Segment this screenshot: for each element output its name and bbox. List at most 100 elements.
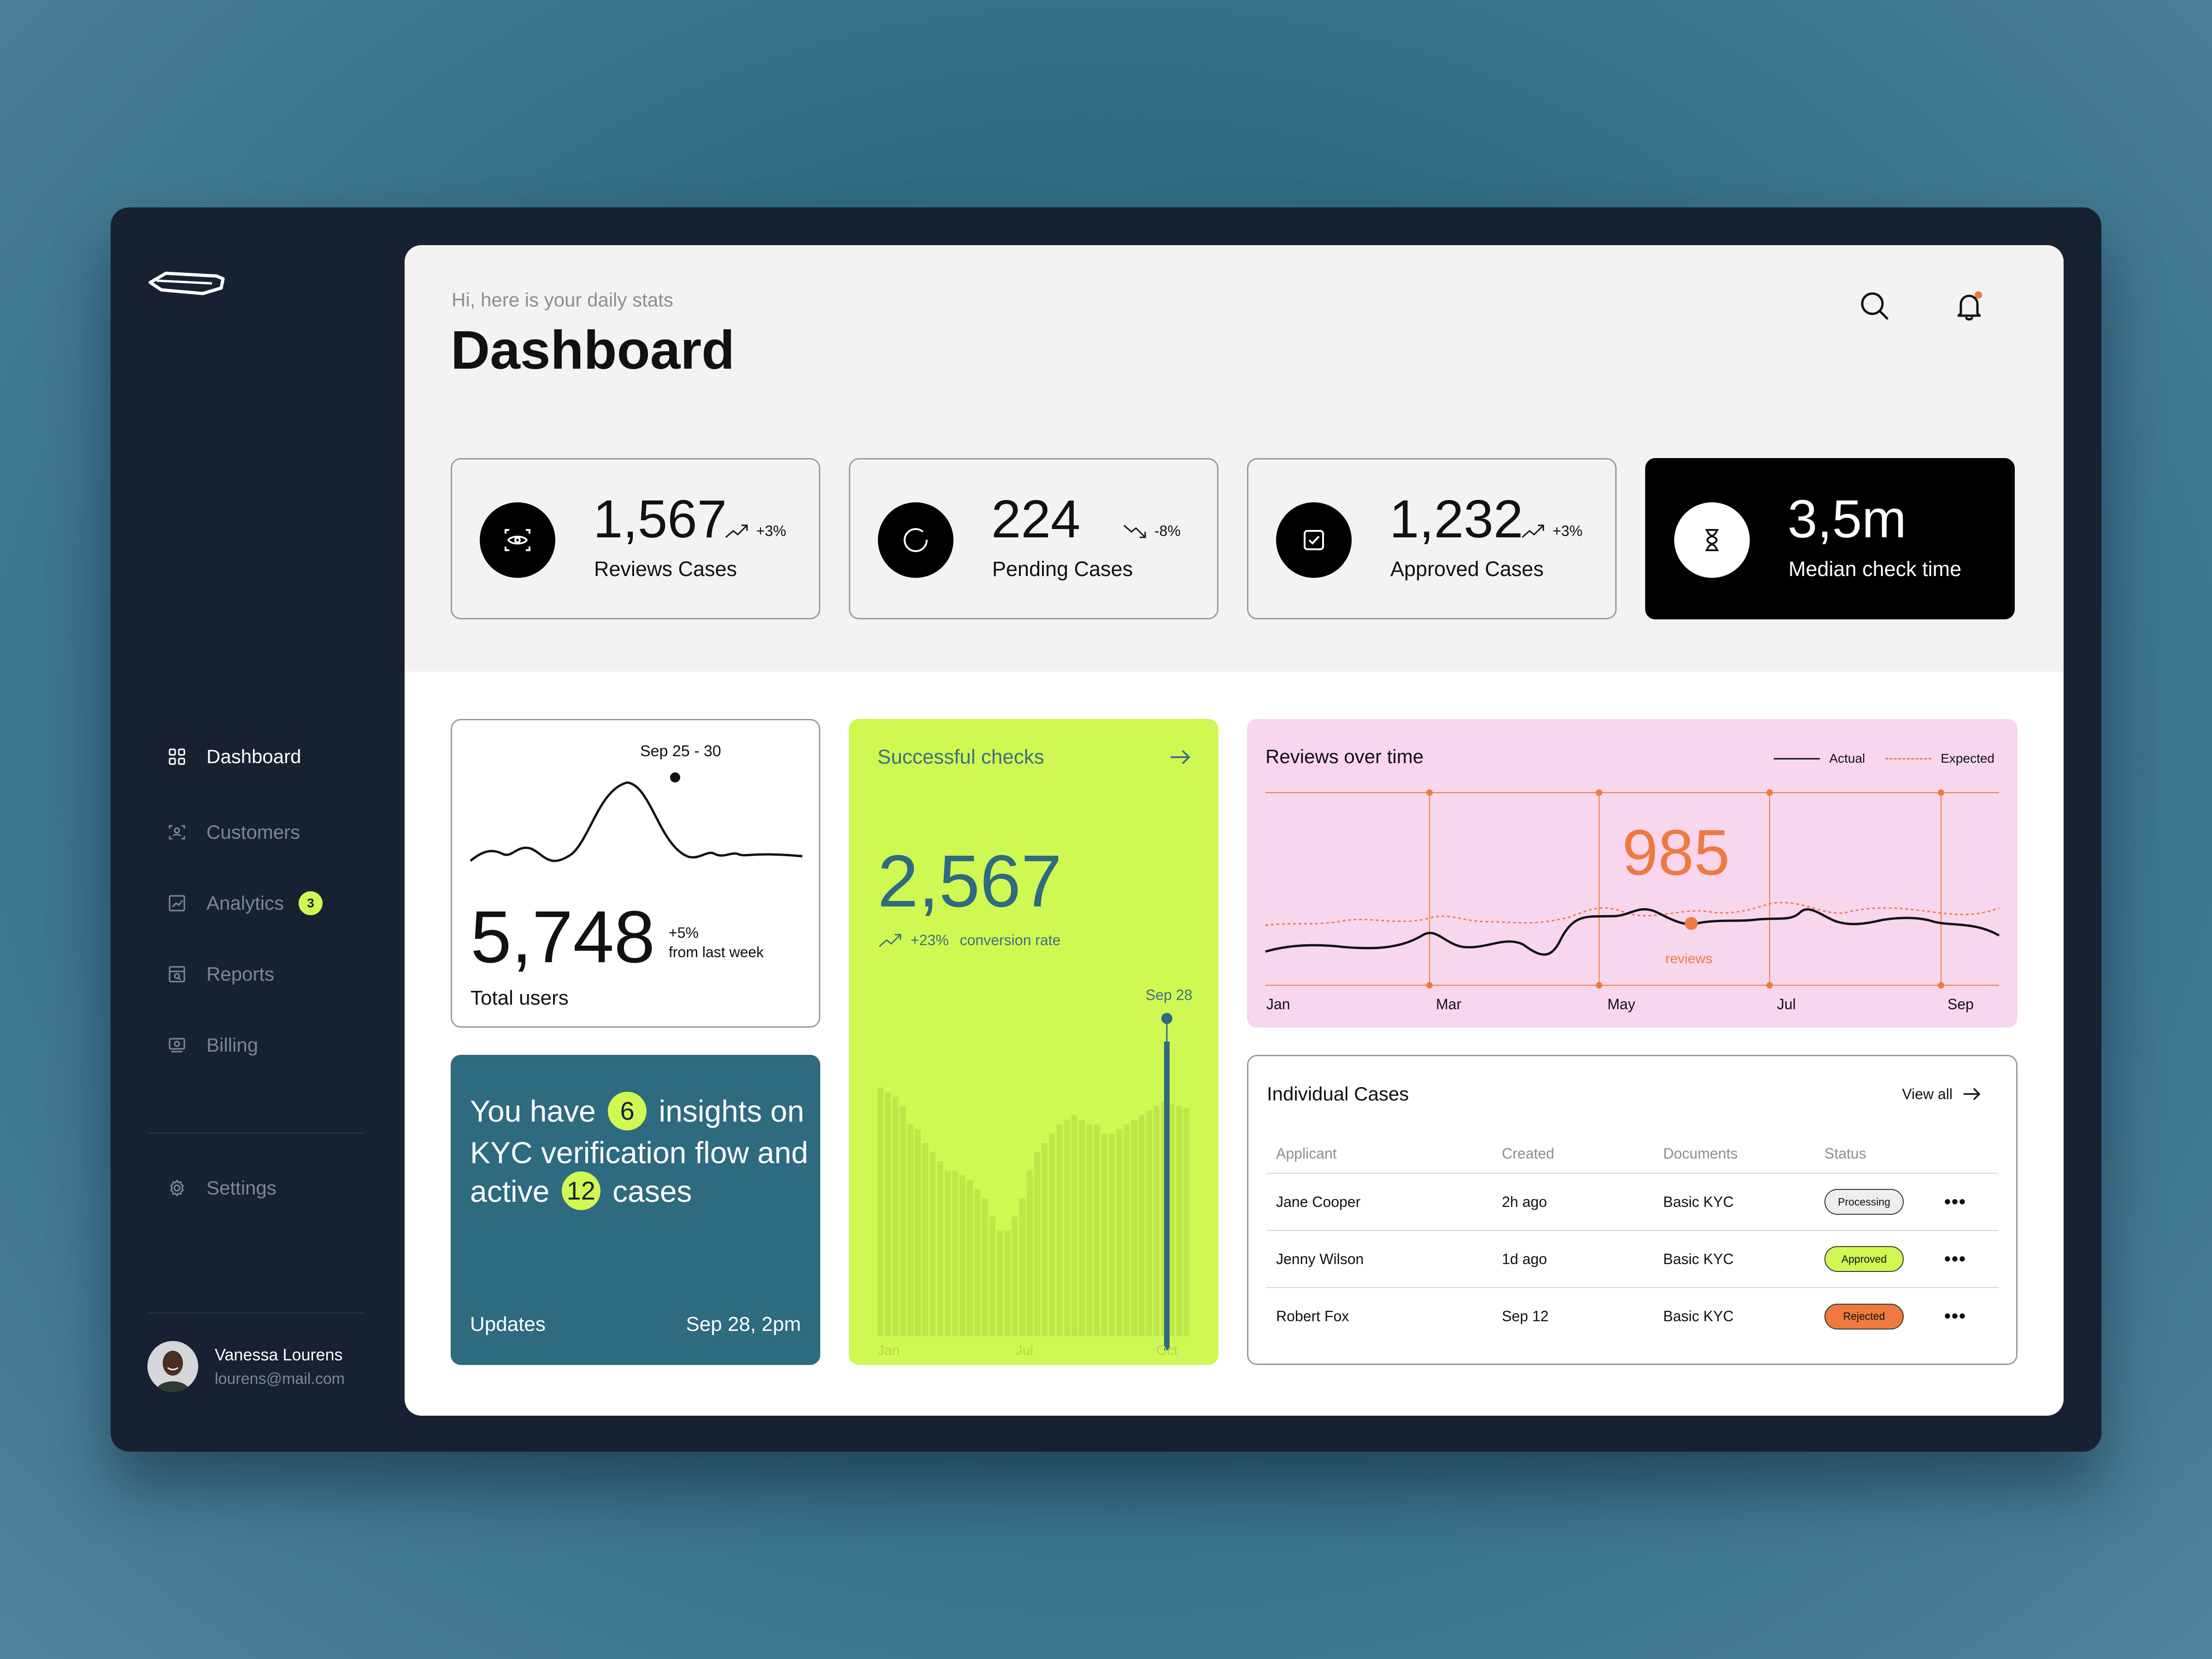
column-header [1935, 1135, 1999, 1174]
actions-cell: ••• [1935, 1288, 1999, 1345]
users-sparkline [470, 772, 803, 862]
insights-text: insights on KYC verification flow and ac… [470, 1094, 808, 1208]
table-row[interactable]: Jenny Wilson 1d ago Basic KYC Approved •… [1267, 1230, 1999, 1288]
stat-value: 224 [991, 489, 1081, 549]
background-bar [1012, 1217, 1018, 1336]
status-cell: Processing [1815, 1173, 1935, 1231]
created-cell: 1d ago [1493, 1230, 1654, 1288]
stat-icon-circle [1276, 502, 1352, 578]
checks-bar-chart: Sep 28 Jan Jul Oct [877, 987, 1192, 1355]
brand-logo[interactable] [147, 265, 226, 297]
background-bar [997, 1230, 1003, 1336]
actions-cell: ••• [1935, 1173, 1999, 1231]
column-header[interactable]: Created [1493, 1135, 1654, 1174]
background-bar [967, 1180, 973, 1336]
arrow-right-icon[interactable] [1167, 746, 1194, 769]
app-window: Dashboard Customers Analytics 3 Reports … [111, 207, 2101, 1452]
column-header[interactable]: Status [1815, 1135, 1935, 1174]
stat-value: 1,567 [593, 489, 727, 549]
sidebar-item-reports[interactable]: Reports [166, 960, 274, 988]
chart-legend: Actual Expected [1774, 751, 1994, 766]
stat-trend: +3% [724, 522, 786, 540]
sidebar-item-dashboard[interactable]: Dashboard [166, 743, 301, 771]
background-bar [1183, 1108, 1189, 1336]
stat-icon-circle [878, 502, 953, 578]
search-icon[interactable] [1856, 288, 1893, 324]
stat-value: 3,5m [1788, 489, 1906, 549]
background-bar [1019, 1198, 1025, 1336]
users-change-note: from last week [669, 944, 764, 960]
reviews-over-time-card[interactable]: 985 reviews Jan Mar May Jul Sep Reviews … [1247, 719, 2018, 1028]
status-cell: Approved [1815, 1230, 1935, 1288]
sidebar-item-analytics[interactable]: Analytics 3 [166, 889, 323, 917]
more-options-icon[interactable]: ••• [1944, 1191, 1967, 1212]
background-bar [930, 1152, 936, 1336]
billing-icon [169, 1038, 185, 1053]
cases-table: Applicant Created Documents Status Jane … [1267, 1135, 1999, 1345]
view-all-link[interactable]: View all [1902, 1085, 1983, 1103]
background-bar [1004, 1230, 1011, 1336]
card-title: Individual Cases [1267, 1083, 1409, 1105]
more-options-icon[interactable]: ••• [1944, 1306, 1967, 1326]
background-bar [922, 1143, 929, 1336]
total-users-card[interactable]: Sep 25 - 30 5,748 +5% from last week Tot… [451, 719, 820, 1028]
column-header[interactable]: Applicant [1267, 1135, 1493, 1174]
table-header-row: Applicant Created Documents Status [1267, 1135, 1999, 1174]
highlight-label: reviews [1665, 951, 1712, 966]
stat-trend: +3% [1520, 522, 1583, 540]
user-profile[interactable]: Vanessa Lourens lourens@mail.com [147, 1341, 345, 1392]
documents-cell: Basic KYC [1663, 1308, 1734, 1324]
background-bar [1064, 1120, 1070, 1336]
divider [147, 1312, 364, 1313]
table-row[interactable]: Jane Cooper 2h ago Basic KYC Processing … [1267, 1173, 1999, 1231]
background-bar [914, 1129, 921, 1336]
highlight-label: Sep 28 [1146, 987, 1192, 1003]
status-cell: Rejected [1815, 1288, 1935, 1345]
background-bar [1071, 1115, 1078, 1336]
bell-icon[interactable] [1951, 288, 1988, 324]
stat-card-median-time[interactable]: 3,5m Median check time [1645, 458, 2015, 619]
background-bar [974, 1189, 981, 1336]
background-bar [1056, 1124, 1063, 1336]
sidebar-item-customers[interactable]: Customers [166, 818, 300, 846]
legend-swatch-expected [1885, 758, 1932, 759]
more-options-icon[interactable]: ••• [1944, 1248, 1967, 1269]
sidebar-item-label: Billing [206, 1034, 259, 1056]
insights-card[interactable]: You have 6 insights on KYC verification … [451, 1055, 820, 1365]
table-row[interactable]: Robert Fox Sep 12 Basic KYC Rejected ••• [1267, 1288, 1999, 1345]
individual-cases-card: Individual Cases View all Applicant Crea… [1247, 1055, 2018, 1365]
sidebar-item-settings[interactable]: Settings [166, 1174, 276, 1202]
background-bar [1086, 1124, 1093, 1336]
background-bar [982, 1198, 988, 1336]
insights-count-badge: 6 [608, 1091, 647, 1130]
background-bar [907, 1124, 913, 1336]
avatar [147, 1341, 198, 1392]
stat-card-approved[interactable]: 1,232 Approved Cases +3% [1247, 458, 1617, 619]
successful-checks-card[interactable]: Successful checks 2,567 +23% conversion … [849, 719, 1218, 1365]
background-bar [1116, 1129, 1123, 1336]
actions-cell: ••• [1935, 1230, 1999, 1288]
insights-message: You have 6 insights on KYC verification … [470, 1091, 811, 1213]
x-tick-label: Jul [1777, 996, 1796, 1012]
created-cell: Sep 12 [1502, 1308, 1549, 1324]
reviews-line-chart: 985 reviews Jan Mar May Jul Sep [1265, 789, 2000, 1012]
background-bar [1124, 1124, 1130, 1336]
date-range: Sep 25 - 30 [640, 742, 721, 760]
background-bar [1094, 1124, 1100, 1336]
stat-trend-value: -8% [1154, 522, 1181, 539]
column-header[interactable]: Documents [1654, 1135, 1815, 1174]
background-bar [1176, 1106, 1182, 1336]
background-bar [1138, 1115, 1145, 1336]
checks-value: 2,567 [877, 840, 1062, 922]
created-cell: 2h ago [1493, 1173, 1654, 1231]
stat-card-reviews[interactable]: 1,567 Reviews Cases +3% [451, 458, 820, 619]
greeting: Hi, here is your daily stats [452, 289, 673, 311]
stat-card-pending[interactable]: 224 Pending Cases -8% [849, 458, 1218, 619]
highlight-value: 985 [1622, 816, 1730, 888]
documents-cell: Basic KYC [1654, 1230, 1815, 1288]
background-bar [1041, 1143, 1048, 1336]
x-tick-label: Mar [1436, 996, 1461, 1012]
sidebar-item-billing[interactable]: Billing [166, 1031, 258, 1059]
stat-trend-value: +3% [1553, 522, 1583, 539]
divider [147, 1133, 364, 1134]
